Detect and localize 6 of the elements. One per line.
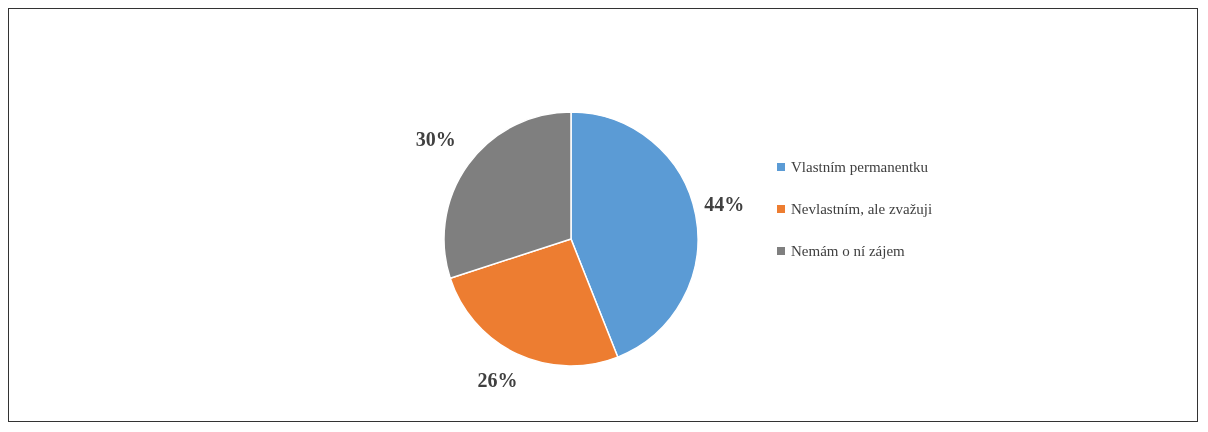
data-label: 30%	[415, 128, 456, 151]
data-label: 26%	[477, 368, 518, 391]
legend-label: Nevlastním, ale zvažuji	[791, 200, 933, 218]
legend-label: Nemám o ní zájem	[791, 242, 905, 260]
data-label: 44%	[704, 192, 745, 215]
legend-label: Vlastním permanentku	[791, 158, 929, 176]
